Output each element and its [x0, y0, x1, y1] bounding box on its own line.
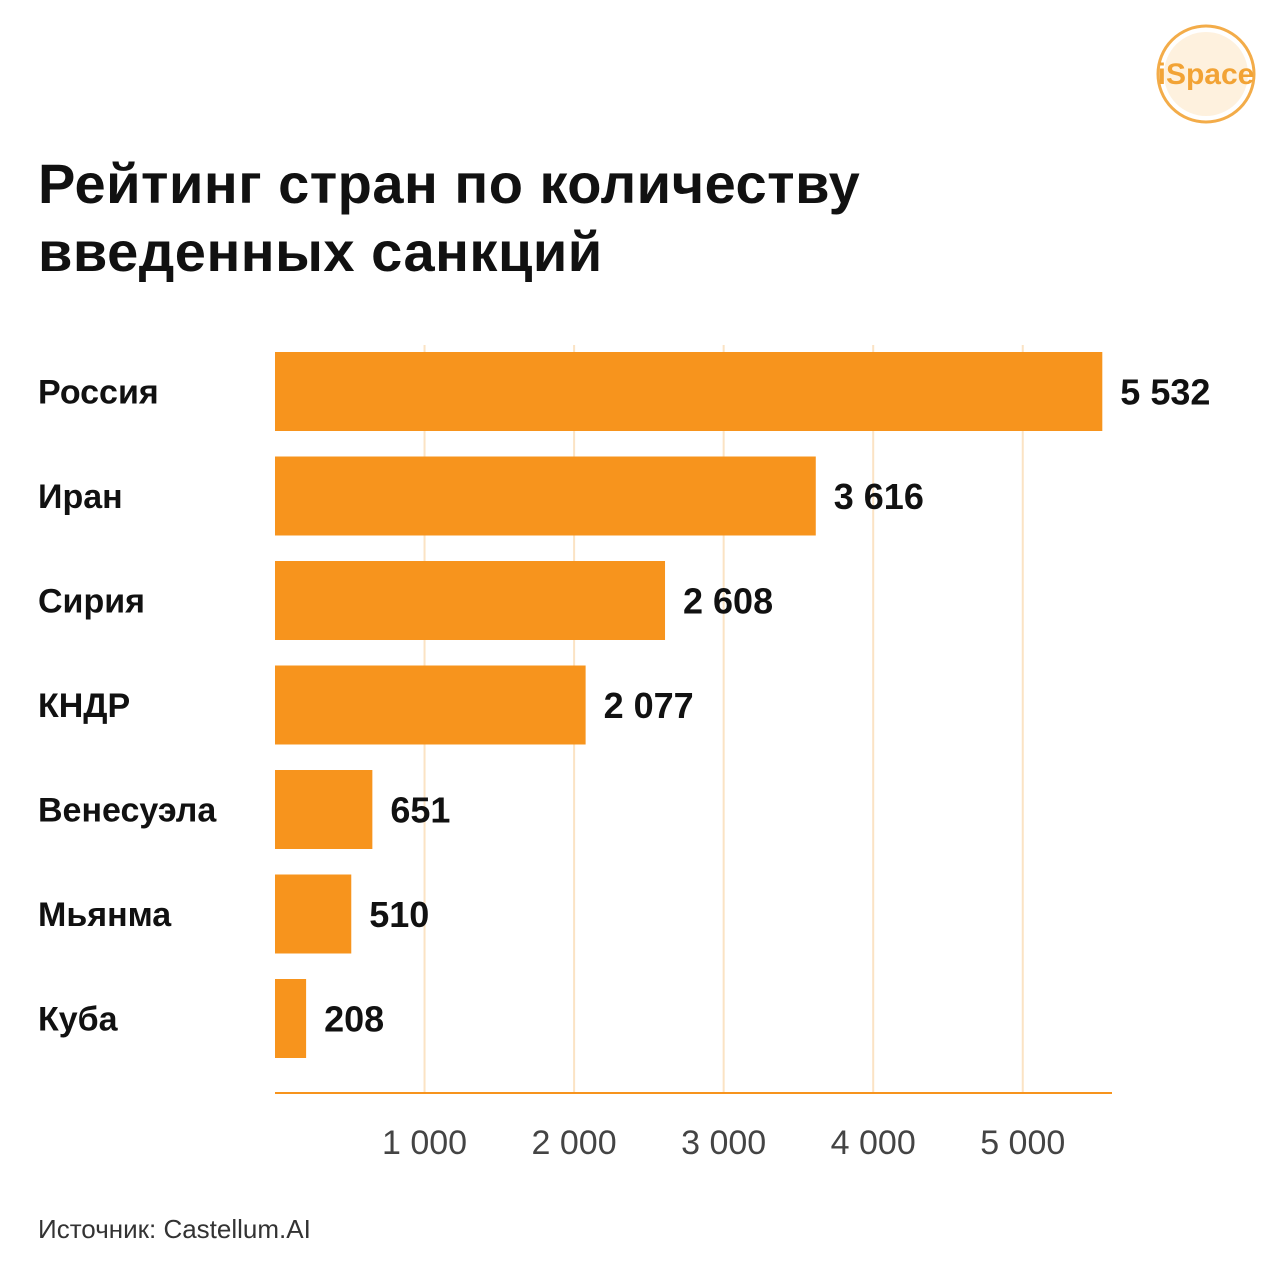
source-note: Источник: Castellum.AI: [38, 1214, 311, 1244]
ispace-logo: iSpace: [1156, 24, 1256, 124]
x-tick-label: 4 000: [831, 1124, 916, 1162]
bar: [275, 665, 586, 745]
x-tick-label: 3 000: [681, 1124, 766, 1162]
value-label: 3 616: [834, 476, 924, 517]
value-label: 651: [390, 790, 450, 831]
category-labels: Россия Иран Сирия КНДР Венесуэла Мьянма Куба: [38, 374, 217, 1039]
bar: [275, 456, 816, 536]
x-tick-label: 1 000: [382, 1124, 467, 1162]
value-label: 510: [369, 894, 429, 935]
logo-text: iSpace: [1158, 58, 1255, 91]
bar-chart: Россия Иран Сирия КНДР Венесуэла Мьянма Куба 5…: [38, 345, 1210, 1162]
category-label: КНДР: [38, 687, 130, 725]
bar: [275, 874, 352, 954]
category-label: Мьянма: [38, 896, 172, 934]
category-label: Куба: [38, 1001, 119, 1039]
value-label: 2 077: [604, 685, 694, 726]
category-label: Россия: [38, 374, 159, 412]
bar: [275, 770, 373, 849]
value-label: 2 608: [683, 581, 773, 622]
value-label: 208: [324, 999, 384, 1040]
bar: [275, 352, 1103, 431]
chart-title: Рейтинг стран по количеству введенных са…: [38, 152, 861, 283]
x-tick-label: 2 000: [532, 1124, 617, 1162]
category-label: Сирия: [38, 583, 145, 621]
bars: [275, 352, 1103, 1058]
x-axis: 1 000 2 000 3 000 4 000 5 000: [275, 1092, 1112, 1162]
category-label: Венесуэла: [38, 792, 217, 830]
value-label: 5 532: [1120, 372, 1210, 413]
bar: [275, 979, 307, 1058]
x-tick-label: 5 000: [980, 1124, 1065, 1162]
category-label: Иран: [38, 478, 123, 516]
value-labels: 5 532 3 616 2 608 2 077 651 510 208: [324, 372, 1210, 1040]
bar: [275, 561, 666, 640]
